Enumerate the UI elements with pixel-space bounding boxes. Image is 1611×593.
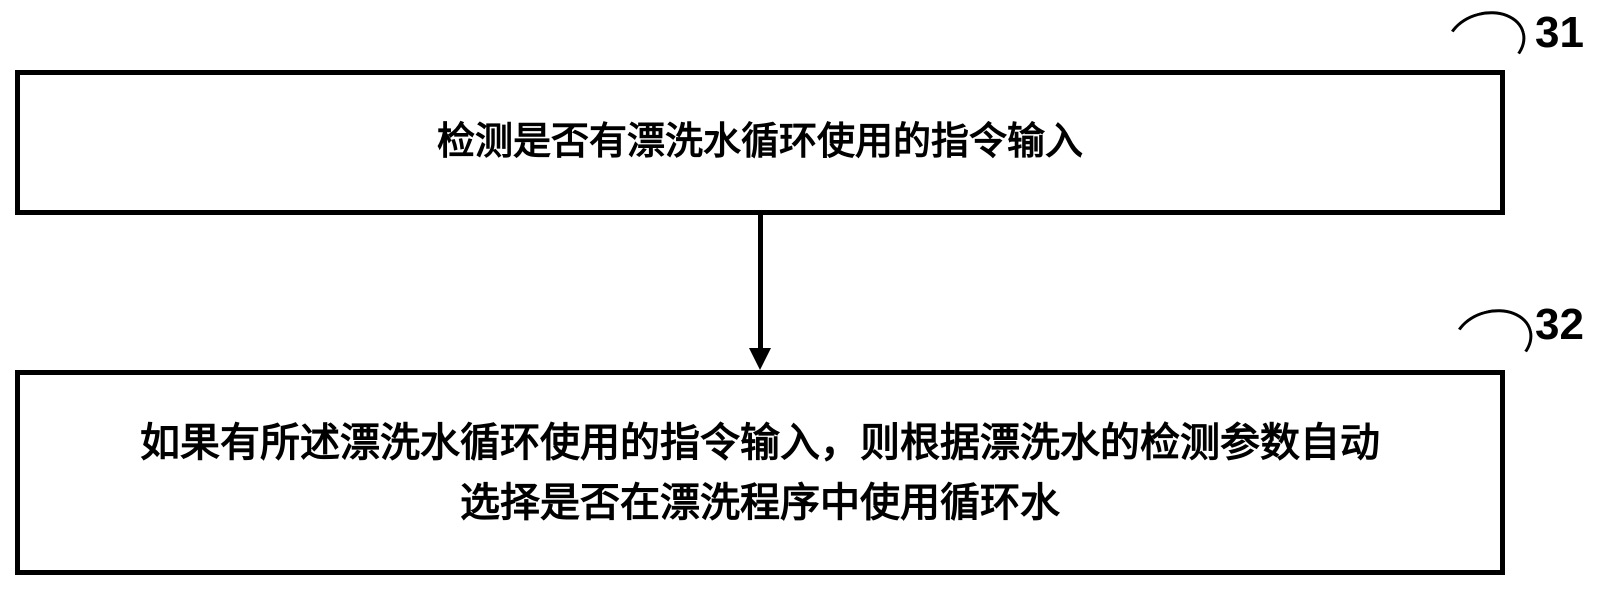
edge-31-32-arrowhead bbox=[749, 348, 771, 370]
node-32-label: 32 bbox=[1535, 300, 1584, 350]
edge-31-32-line bbox=[758, 215, 763, 350]
node-32-text-line2: 选择是否在漂洗程序中使用循环水 bbox=[460, 481, 1060, 525]
node-31-label: 31 bbox=[1535, 8, 1584, 58]
node-32-text: 如果有所述漂洗水循环使用的指令输入，则根据漂洗水的检测参数自动 选择是否在漂洗程… bbox=[140, 413, 1380, 533]
node-32-text-line1: 如果有所述漂洗水循环使用的指令输入，则根据漂洗水的检测参数自动 bbox=[140, 421, 1380, 465]
flowchart-node-32: 如果有所述漂洗水循环使用的指令输入，则根据漂洗水的检测参数自动 选择是否在漂洗程… bbox=[15, 370, 1505, 575]
flowchart-diagram: 检测是否有漂洗水循环使用的指令输入 31 如果有所述漂洗水循环使用的指令输入，则… bbox=[0, 0, 1611, 593]
connector-curve-32 bbox=[1445, 301, 1539, 381]
node-31-text: 检测是否有漂洗水循环使用的指令输入 bbox=[437, 114, 1083, 171]
flowchart-node-31: 检测是否有漂洗水循环使用的指令输入 bbox=[15, 70, 1505, 215]
